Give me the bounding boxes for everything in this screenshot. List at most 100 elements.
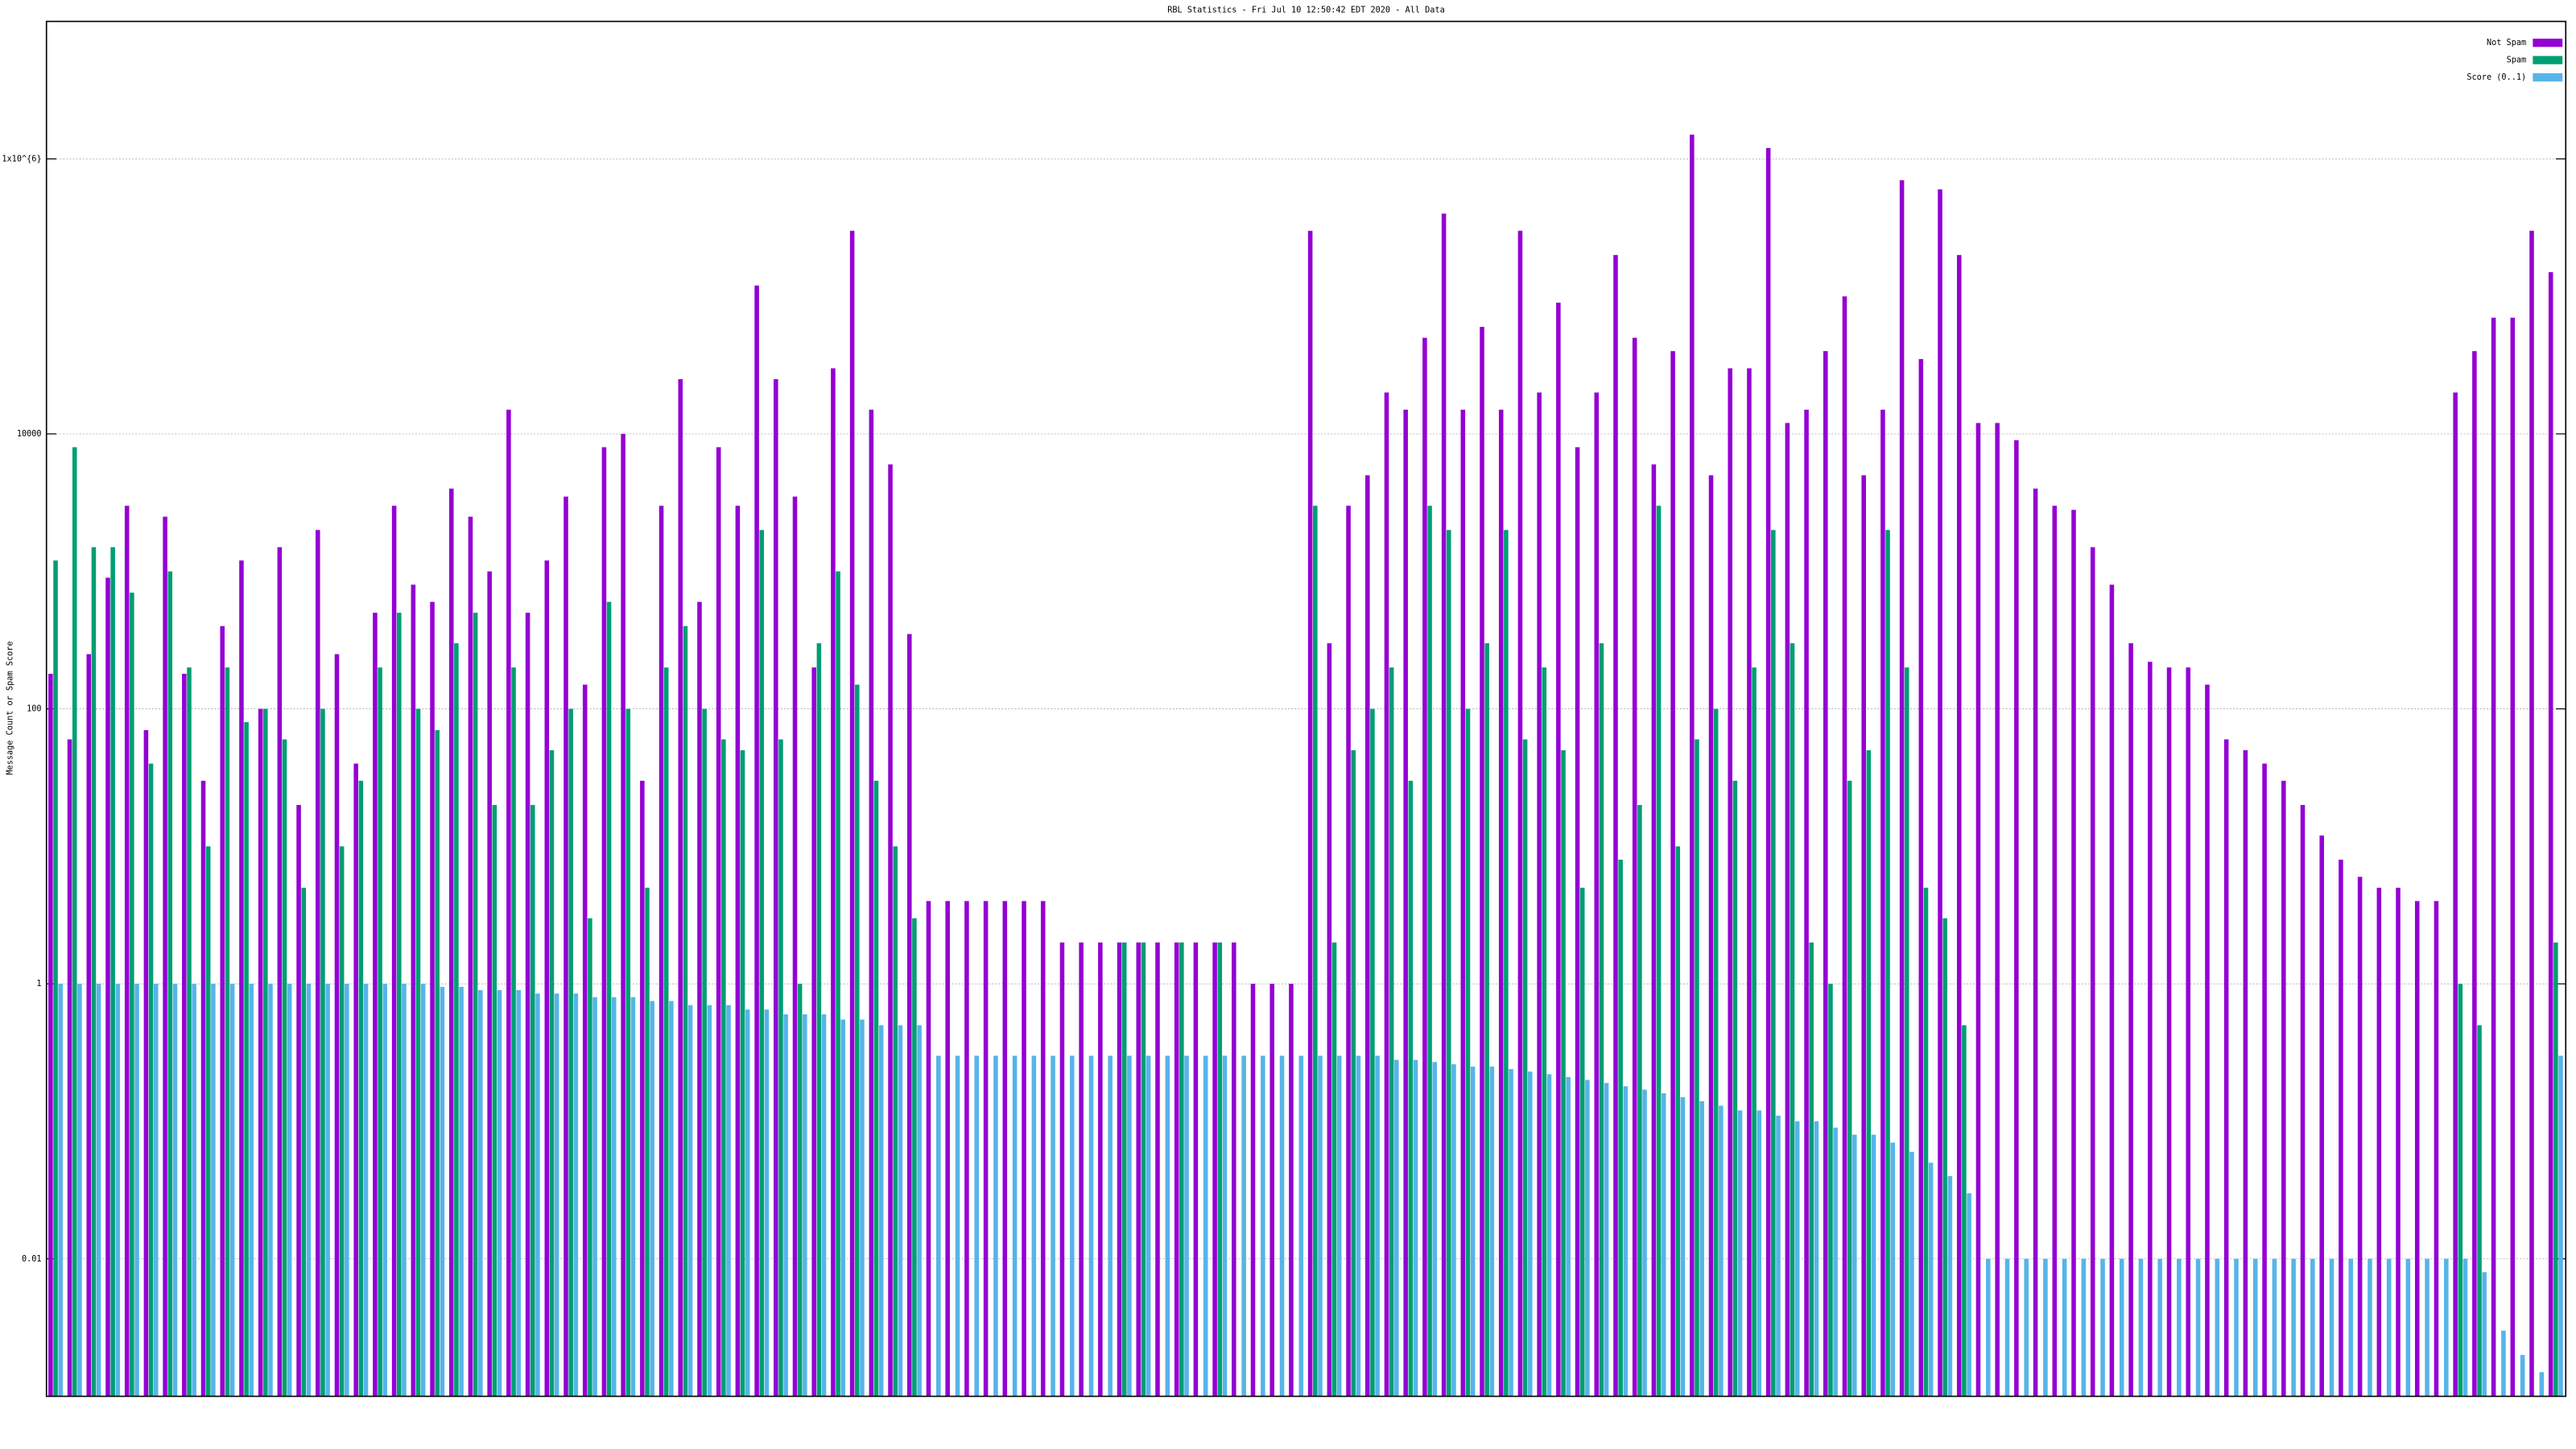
bar — [1618, 859, 1623, 1397]
bar — [912, 918, 917, 1397]
bar — [411, 584, 416, 1397]
bar — [258, 708, 263, 1397]
bar — [1905, 667, 1909, 1397]
bar — [2491, 317, 2496, 1397]
bar — [1613, 254, 1618, 1397]
bar — [1460, 409, 1466, 1397]
bar — [1384, 392, 1389, 1397]
bar — [2100, 1258, 2105, 1397]
bar — [1986, 1258, 1991, 1397]
bar — [2186, 667, 2191, 1397]
bar — [58, 984, 63, 1397]
bar — [888, 464, 893, 1397]
bar — [1785, 423, 1790, 1397]
bar — [601, 447, 607, 1397]
bar — [153, 984, 159, 1397]
bar — [1871, 1134, 1876, 1397]
bar — [1432, 1062, 1437, 1397]
bar — [2414, 901, 2420, 1397]
bar — [1289, 984, 1294, 1397]
bar — [2205, 684, 2210, 1397]
bar — [855, 684, 860, 1397]
bar — [1307, 230, 1313, 1397]
y-axis-label: Message Count or Spam Score — [6, 641, 15, 774]
bar — [735, 506, 741, 1397]
bar — [936, 1055, 941, 1397]
bar — [1279, 1055, 1285, 1397]
bar — [1585, 1080, 1590, 1397]
bar — [373, 613, 378, 1397]
chart-title: RBL Statistics - Fri Jul 10 12:50:42 EDT… — [1167, 6, 1445, 14]
bar — [1956, 254, 1962, 1397]
bar — [535, 993, 540, 1397]
bar — [893, 846, 898, 1397]
bar — [1737, 1110, 1743, 1397]
bar — [1599, 643, 1604, 1397]
bar — [716, 447, 721, 1397]
bar — [1699, 1100, 1704, 1397]
bar — [898, 1025, 903, 1397]
bar — [1451, 1064, 1456, 1397]
bar — [2157, 1258, 2162, 1397]
bar — [2014, 440, 2019, 1397]
bar — [1509, 1069, 1513, 1397]
bar — [1752, 667, 1757, 1397]
bar — [1828, 984, 1833, 1397]
bar — [1928, 1162, 1934, 1397]
bar — [1331, 942, 1337, 1397]
bar — [582, 684, 588, 1397]
bar — [334, 654, 340, 1397]
bar — [678, 379, 683, 1397]
bar — [1594, 392, 1600, 1397]
bar — [1537, 392, 1542, 1397]
bar — [1656, 506, 1662, 1397]
bar — [2444, 1258, 2449, 1397]
bar — [2262, 763, 2267, 1397]
bar — [1885, 530, 1890, 1397]
legend-swatch — [2533, 56, 2563, 64]
bar — [2223, 739, 2229, 1397]
bar — [1250, 984, 1256, 1397]
bar — [268, 984, 273, 1397]
bar — [435, 730, 440, 1397]
plot-frame — [45, 20, 2567, 1397]
bar — [1069, 1055, 1075, 1397]
bar — [740, 749, 745, 1397]
bar — [2558, 1055, 2563, 1397]
bar — [96, 984, 101, 1397]
bar — [2510, 317, 2516, 1397]
bar — [2553, 942, 2558, 1397]
bar — [707, 1005, 712, 1397]
bar — [2319, 835, 2324, 1397]
y-tick-label: 1 — [36, 980, 41, 989]
bar — [554, 993, 559, 1397]
bar — [220, 625, 225, 1397]
bar — [836, 571, 840, 1397]
bar — [1771, 530, 1776, 1397]
bar — [974, 1055, 979, 1397]
bar — [316, 530, 320, 1397]
legend-swatch — [2533, 73, 2563, 82]
bar — [1719, 1105, 1724, 1397]
bar — [2458, 984, 2463, 1397]
bar — [2272, 1258, 2277, 1397]
bar — [2195, 1258, 2201, 1397]
bar — [1575, 447, 1580, 1397]
bar — [1967, 1193, 1971, 1397]
bar — [726, 1005, 731, 1397]
bar — [415, 708, 421, 1397]
bar — [1217, 942, 1223, 1397]
bar — [205, 846, 211, 1397]
bar — [1470, 1066, 1476, 1397]
bar — [2501, 1331, 2506, 1397]
bar — [345, 984, 349, 1397]
bar — [1403, 409, 1408, 1397]
bar — [2234, 1258, 2239, 1397]
bar — [1757, 1110, 1762, 1397]
legend-label: Score (0..1) — [2467, 73, 2526, 82]
bar — [1184, 1055, 1189, 1397]
bar — [77, 984, 82, 1397]
bar — [397, 613, 402, 1397]
bar — [287, 984, 292, 1397]
bar — [1351, 749, 1356, 1397]
